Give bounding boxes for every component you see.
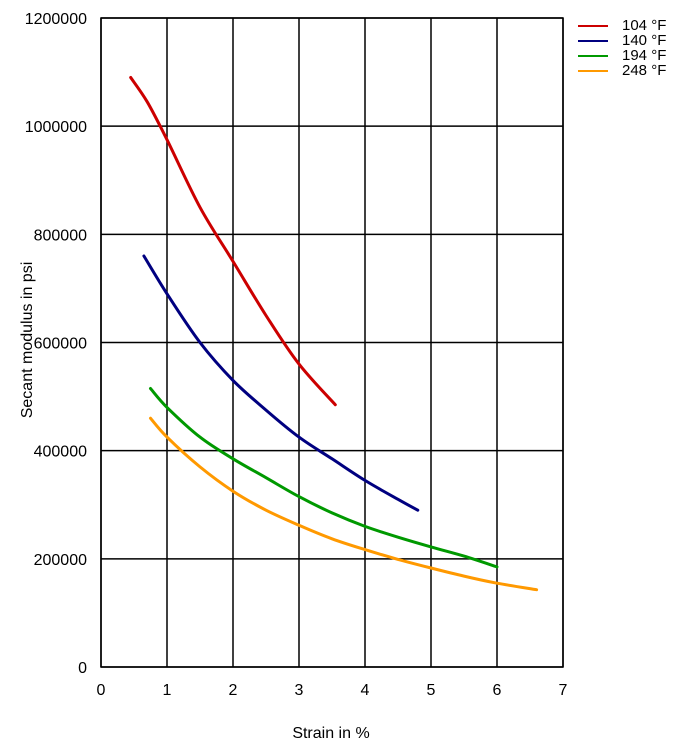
y-tick-label-2: 400000 (34, 444, 87, 461)
legend-label-2: 194 °F (622, 47, 666, 64)
x-tick-label-2: 2 (229, 682, 238, 699)
x-tick-label-6: 6 (493, 682, 502, 699)
legend-label-1: 140 °F (622, 32, 666, 49)
series-lines (129, 76, 539, 592)
x-tick-label-7: 7 (559, 682, 568, 699)
y-tick-label-6: 1200000 (25, 11, 87, 28)
y-tick-labels: 0 200000 400000 600000 800000 1000000 1200000 (25, 11, 87, 677)
series-line-3 (149, 416, 539, 592)
x-axis-label: Strain in % (292, 725, 369, 741)
legend-label-0: 104 °F (622, 17, 666, 34)
x-tick-label-5: 5 (427, 682, 436, 699)
y-tick-label-0: 0 (78, 660, 87, 677)
series-line-1 (142, 254, 420, 512)
grid (100, 17, 564, 668)
y-tick-label-1: 200000 (34, 552, 87, 569)
x-tick-label-4: 4 (361, 682, 370, 699)
x-tick-label-3: 3 (295, 682, 304, 699)
plot-frame (100, 17, 564, 668)
y-tick-label-5: 1000000 (25, 119, 87, 136)
x-tick-label-1: 1 (163, 682, 172, 699)
x-tick-label-0: 0 (97, 682, 106, 699)
x-tick-labels: 0 1 2 3 4 5 6 7 (97, 682, 568, 699)
y-tick-label-3: 600000 (34, 336, 87, 353)
series-line-2 (149, 387, 499, 569)
y-tick-label-4: 800000 (34, 227, 87, 244)
y-axis-label: Secant modulus in psi (19, 262, 36, 419)
series-line-0 (129, 76, 337, 407)
legend-label-3: 248 °F (622, 62, 666, 79)
